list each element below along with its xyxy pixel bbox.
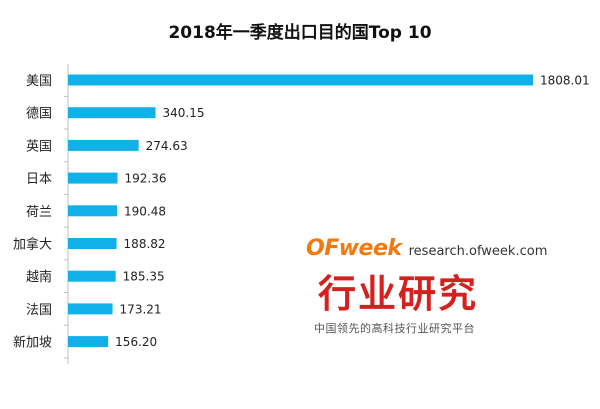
watermark-logo: OFweek (306, 236, 402, 261)
bar (68, 139, 139, 151)
value-label: 1808.01 (540, 74, 590, 88)
bar (68, 205, 117, 217)
category-label: 德国 (26, 107, 52, 122)
watermark: OFweek research.ofweek.com 行业研究 中国领先的高科技… (306, 236, 600, 336)
value-label: 173.21 (120, 302, 162, 316)
value-label: 185.35 (123, 270, 165, 284)
bar (68, 270, 116, 282)
bar (68, 238, 117, 249)
category-label: 越南 (26, 269, 52, 285)
watermark-url: research.ofweek.com (408, 244, 548, 259)
watermark-subtitle: 中国领先的高科技行业研究平台 (314, 322, 475, 335)
bar (68, 107, 156, 119)
chart-title: 2018年一季度出口目的国Top 10 (168, 23, 432, 43)
bar (68, 303, 113, 315)
value-label: 274.63 (146, 139, 188, 153)
category-label: 英国 (26, 139, 52, 154)
value-label: 188.82 (124, 237, 166, 251)
category-label: 荷兰 (26, 205, 52, 220)
category-label: 美国 (26, 74, 52, 89)
watermark-main-text: 行业研究 (318, 272, 479, 316)
value-label: 340.15 (162, 106, 204, 120)
value-label: 156.20 (115, 335, 157, 349)
category-label: 新加坡 (13, 335, 52, 351)
bar (68, 74, 533, 86)
value-label: 190.48 (124, 204, 166, 218)
category-label: 法国 (26, 303, 52, 318)
value-label: 192.36 (124, 172, 166, 186)
bar (68, 336, 109, 348)
category-label: 日本 (26, 172, 52, 187)
crop-mask (0, 364, 600, 409)
bar (68, 172, 118, 184)
category-label: 加拿大 (13, 237, 52, 253)
